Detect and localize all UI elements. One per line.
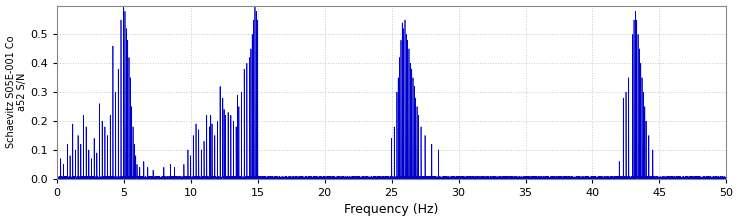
X-axis label: Frequency (Hz): Frequency (Hz)	[344, 203, 439, 216]
Y-axis label: Schaevitz S05E-001 Co
a52 S/N: Schaevitz S05E-001 Co a52 S/N	[6, 36, 27, 149]
